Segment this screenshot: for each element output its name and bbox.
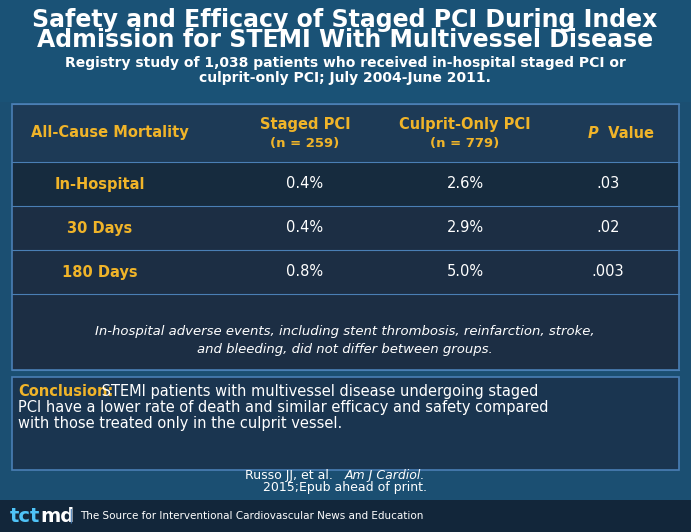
Bar <box>0 500 691 532</box>
Text: culprit-only PCI; July 2004-June 2011.: culprit-only PCI; July 2004-June 2011. <box>199 71 491 85</box>
Bar <box>13 162 678 206</box>
Text: .003: .003 <box>591 264 624 279</box>
Text: 30 Days: 30 Days <box>68 220 133 236</box>
Text: 180 Days: 180 Days <box>62 264 138 279</box>
Text: The Source for Interventional Cardiovascular News and Education: The Source for Interventional Cardiovasc… <box>80 511 424 521</box>
Text: Conclusion:: Conclusion: <box>18 384 113 399</box>
Bar <box>12 104 679 370</box>
Text: Value: Value <box>603 126 654 140</box>
Text: Registry study of 1,038 patients who received in-hospital staged PCI or: Registry study of 1,038 patients who rec… <box>64 56 625 70</box>
Text: In-hospital adverse events, including stent thrombosis, reinfarction, stroke,: In-hospital adverse events, including st… <box>95 326 595 338</box>
Text: |: | <box>68 509 73 523</box>
Text: PCI have a lower rate of death and similar efficacy and safety compared: PCI have a lower rate of death and simil… <box>18 400 549 415</box>
Text: 0.8%: 0.8% <box>287 264 323 279</box>
Text: 5.0%: 5.0% <box>446 264 484 279</box>
Text: (n = 779): (n = 779) <box>430 137 500 149</box>
Text: Staged PCI: Staged PCI <box>260 118 350 132</box>
Text: In-Hospital: In-Hospital <box>55 177 145 192</box>
Text: Safety and Efficacy of Staged PCI During Index: Safety and Efficacy of Staged PCI During… <box>32 8 658 32</box>
Text: Am J Cardiol.: Am J Cardiol. <box>345 469 426 481</box>
Text: .02: .02 <box>596 220 620 236</box>
Text: All-Cause Mortality: All-Cause Mortality <box>31 126 189 140</box>
Text: tct: tct <box>10 506 40 526</box>
Bar <box>0 0 691 102</box>
Text: P: P <box>588 126 598 140</box>
Text: 0.4%: 0.4% <box>287 220 323 236</box>
Text: with those treated only in the culprit vessel.: with those treated only in the culprit v… <box>18 416 342 431</box>
Bar <box>12 104 679 162</box>
Text: Culprit-Only PCI: Culprit-Only PCI <box>399 118 531 132</box>
Text: 2.6%: 2.6% <box>446 177 484 192</box>
Text: Admission for STEMI With Multivessel Disease: Admission for STEMI With Multivessel Dis… <box>37 28 653 52</box>
Text: .03: .03 <box>596 177 620 192</box>
Text: and bleeding, did not differ between groups.: and bleeding, did not differ between gro… <box>197 343 493 355</box>
Text: 0.4%: 0.4% <box>287 177 323 192</box>
Text: md: md <box>40 506 74 526</box>
Text: Russo JJ, et al.: Russo JJ, et al. <box>245 469 345 481</box>
Text: 2015;Epub ahead of print.: 2015;Epub ahead of print. <box>263 481 427 495</box>
Text: STEMI patients with multivessel disease undergoing staged: STEMI patients with multivessel disease … <box>97 384 538 399</box>
Bar <box>12 104 679 370</box>
Text: 2.9%: 2.9% <box>446 220 484 236</box>
Bar <box>12 377 679 470</box>
Text: (n = 259): (n = 259) <box>270 137 339 149</box>
